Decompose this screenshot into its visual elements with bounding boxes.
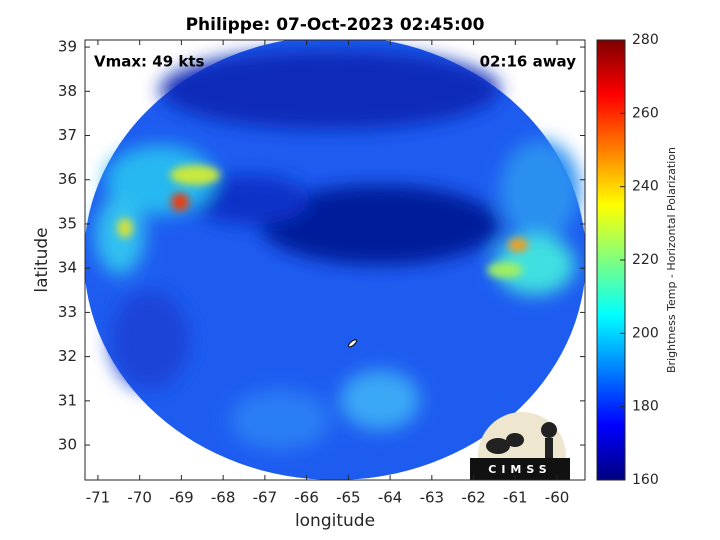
x-tick-label: -62 [461, 489, 486, 507]
y-tick-label: 32 [58, 347, 77, 365]
storm-center [347, 339, 358, 348]
y-tick-label: 38 [58, 82, 77, 100]
y-tick-label: 34 [58, 259, 77, 277]
colorbar-tick-label: 260 [632, 105, 659, 121]
axes-box [84, 39, 586, 481]
colorbar-tick-label: 200 [632, 325, 659, 341]
x-tick-label: -69 [169, 489, 194, 507]
x-tick-label: -61 [503, 489, 528, 507]
y-tick-label: 36 [58, 170, 77, 188]
colorbar-tick-label: 180 [632, 399, 659, 415]
x-tick-label: -71 [86, 489, 111, 507]
annotation: 02:16 away [480, 53, 577, 71]
x-tick-label: -65 [336, 489, 361, 507]
x-tick-label: -67 [253, 489, 278, 507]
x-tick-label: -60 [545, 489, 570, 507]
y-tick-label: 33 [58, 303, 77, 321]
x-tick-label: -63 [420, 489, 445, 507]
colorbar-tick-label: 280 [632, 32, 659, 48]
swath-hotspots [117, 165, 528, 278]
colorbar-tick-label: 240 [632, 179, 659, 195]
cimss-logo: CIMSS [470, 412, 570, 480]
logo-text: CIMSS [488, 463, 551, 476]
y-tick-label: 30 [58, 436, 77, 454]
annotation: Vmax: 49 kts [94, 53, 204, 71]
x-axis-label: longitude [295, 511, 375, 531]
x-tick-label: -64 [378, 489, 403, 507]
y-tick-label: 39 [58, 38, 77, 56]
y-tick-label: 35 [58, 214, 77, 232]
y-axis-label: latitude [32, 227, 52, 292]
chart-title: Philippe: 07-Oct-2023 02:45:00 [186, 15, 485, 35]
colorbar-tick-label: 160 [632, 472, 659, 488]
x-tick-label: -66 [294, 489, 319, 507]
x-tick-label: -70 [127, 489, 152, 507]
colorbar-label: Brightness Temp - Horizontal Polarizatio… [665, 147, 678, 373]
y-tick-label: 37 [58, 126, 77, 144]
y-tick-label: 31 [58, 391, 77, 409]
colorbar-tick-label: 220 [632, 252, 659, 268]
swath [85, 40, 585, 480]
x-tick-label: -68 [211, 489, 236, 507]
